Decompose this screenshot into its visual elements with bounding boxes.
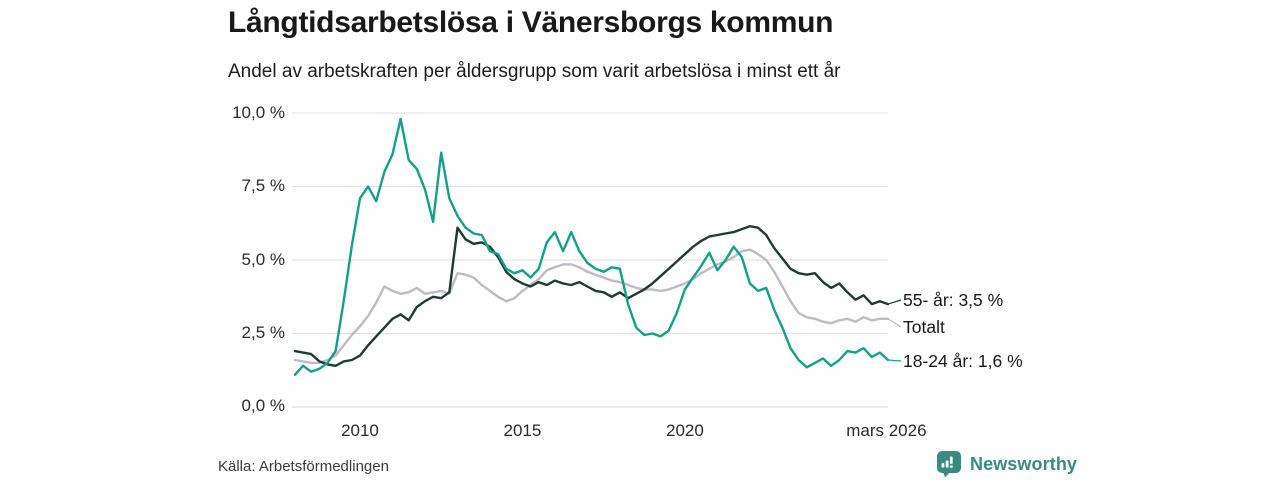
series-line-55-r	[293, 224, 890, 367]
x-tick-label: mars 2026	[846, 421, 927, 440]
brand-logo: Newsworthy	[936, 450, 1077, 478]
series-label-55-ar: 55- år: 3,5 %	[903, 290, 1004, 310]
y-tick-label: 5,0 %	[241, 250, 285, 269]
series-line-totalt	[293, 248, 890, 365]
label-connector	[887, 359, 902, 362]
label-connector	[887, 318, 902, 328]
x-tick-label: 2015	[503, 421, 542, 440]
line-chart-plot-area	[292, 112, 902, 408]
series-label-18-24-ar: 18-24 år: 1,6 %	[903, 351, 1023, 371]
y-tick-label: 2,5 %	[241, 323, 285, 342]
newsworthy-badge-icon	[937, 451, 961, 478]
y-tick-label: 10,0 %	[232, 103, 285, 122]
brand-name: Newsworthy	[970, 453, 1078, 474]
chart-subtitle: Andel av arbetskraften per åldersgrupp s…	[228, 61, 841, 82]
series-label-totalt: Totalt	[903, 317, 945, 337]
label-connector	[887, 299, 902, 305]
series-line-18-24-r	[293, 117, 890, 376]
page-title: Långtidsarbetslösa i Vänersborgs kommun	[228, 6, 834, 39]
x-tick-label: 2020	[665, 421, 704, 440]
source-note: Källa: Arbetsförmedlingen	[218, 458, 389, 475]
y-tick-label: 0,0 %	[241, 396, 285, 415]
x-tick-label: 2010	[341, 421, 379, 440]
y-tick-label: 7,5 %	[241, 176, 285, 195]
